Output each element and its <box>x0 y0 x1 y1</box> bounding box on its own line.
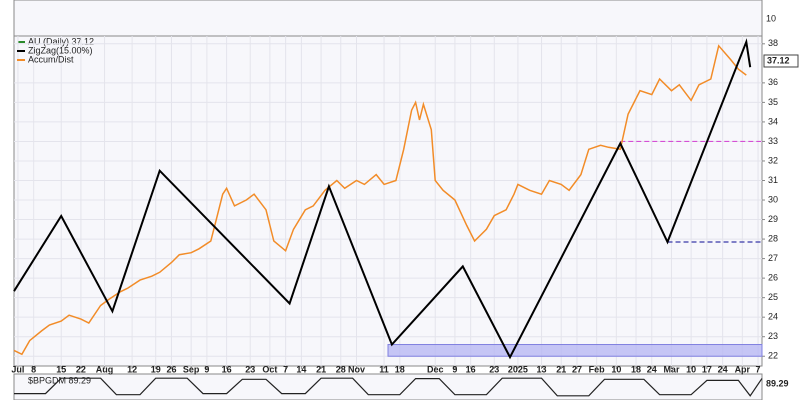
x-tick-label: Oct <box>262 364 277 374</box>
legend-label: ZigZag(15.00%) <box>28 45 93 55</box>
x-tick-label: 10 <box>686 364 696 374</box>
x-tick-label: 22 <box>76 364 86 374</box>
top-panel-tick: 10 <box>766 13 776 23</box>
indicator-line <box>14 377 763 397</box>
x-tick-label: 11 <box>379 364 389 374</box>
indicator-last-label: 89.29 <box>766 379 789 389</box>
x-tick-label: 17 <box>702 364 712 374</box>
x-tick-label: 24 <box>647 364 657 374</box>
y-tick-label: 28 <box>768 233 778 243</box>
y-tick-label: 26 <box>768 273 778 283</box>
x-tick-label: 7 <box>756 364 761 374</box>
x-tick-label: 14 <box>296 364 306 374</box>
x-tick-label: Feb <box>589 364 606 374</box>
x-tick-label: 16 <box>222 364 232 374</box>
top-panel <box>13 0 763 37</box>
y-tick-label: 27 <box>768 253 778 263</box>
x-tick-label: 18 <box>395 364 405 374</box>
y-tick-label: 33 <box>768 136 778 146</box>
y-tick-label: 34 <box>768 116 778 126</box>
x-tick-label: 18 <box>631 364 641 374</box>
legend-label: Accum/Dist <box>28 54 74 64</box>
x-tick-label: 2025 <box>508 364 528 374</box>
x-tick-label: Aug <box>96 364 114 374</box>
y-tick-label: 36 <box>768 77 778 87</box>
x-tick-label: 13 <box>537 364 547 374</box>
x-tick-label: 28 <box>336 364 346 374</box>
support-zone <box>387 344 763 357</box>
x-tick-label: 21 <box>556 364 566 374</box>
y-tick-label: 24 <box>768 312 778 322</box>
x-tick-label: 21 <box>316 364 326 374</box>
x-tick-label: 10 <box>611 364 621 374</box>
y-tick-label: 31 <box>768 175 778 185</box>
y-tick-label: 30 <box>768 194 778 204</box>
x-tick-label: 8 <box>31 364 36 374</box>
x-tick-label: 16 <box>466 364 476 374</box>
last-price-label: 37.12 <box>767 55 790 65</box>
x-tick-label: 19 <box>151 364 161 374</box>
x-tick-label: Apr <box>735 364 751 374</box>
x-tick-label: Jul <box>11 364 24 374</box>
x-tick-label: 7 <box>283 364 288 374</box>
x-tick-label: Dec <box>427 364 444 374</box>
x-tick-label: 27 <box>572 364 582 374</box>
y-tick-label: 38 <box>768 38 778 48</box>
x-tick-label: 23 <box>245 364 255 374</box>
x-tick-label: Sep <box>183 364 200 374</box>
y-tick-label: 32 <box>768 155 778 165</box>
y-tick-label: 23 <box>768 331 778 341</box>
x-tick-label: 15 <box>56 364 66 374</box>
series-line <box>13 38 752 360</box>
x-tick-label: 12 <box>127 364 137 374</box>
x-tick-label: 24 <box>718 364 728 374</box>
x-tick-label: 9 <box>452 364 457 374</box>
last-price-box <box>763 54 799 68</box>
x-tick-label: Nov <box>348 364 365 374</box>
x-tick-label: 23 <box>489 364 499 374</box>
indicator-panel <box>13 373 763 400</box>
x-tick-label: 9 <box>204 364 209 374</box>
price-panel <box>13 35 763 367</box>
y-tick-label: 35 <box>768 97 778 107</box>
y-tick-label: 25 <box>768 292 778 302</box>
y-tick-label: 22 <box>768 351 778 361</box>
y-tick-label: 29 <box>768 214 778 224</box>
x-tick-label: 26 <box>166 364 176 374</box>
x-tick-label: Mar <box>663 364 680 374</box>
